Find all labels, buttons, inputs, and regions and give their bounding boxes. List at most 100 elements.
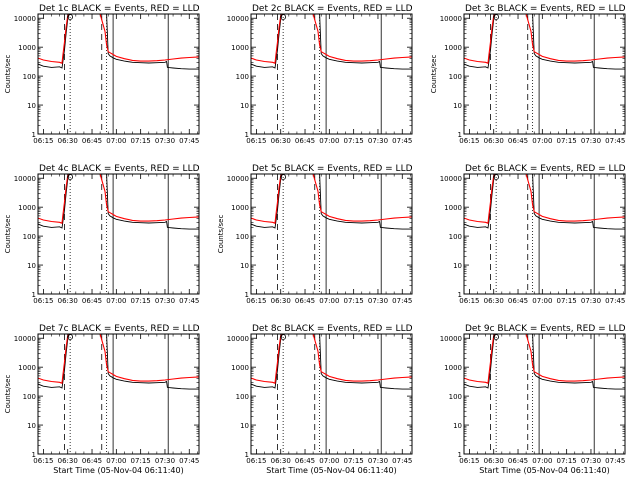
y-tick-label: 100 [23, 233, 36, 241]
x-tick-label: 06:30 [58, 457, 78, 465]
panel-title: Det 2c BLACK = Events, RED = LLD [252, 4, 413, 14]
y-tick-label: 10000 [227, 335, 249, 343]
x-tick-label: 07:45 [392, 457, 412, 465]
x-tick-label: 07:45 [605, 457, 625, 465]
x-tick-label: 07:45 [392, 137, 412, 145]
x-tick-label: 07:15 [344, 137, 364, 145]
y-tick-label: 10000 [440, 335, 462, 343]
x-tick-label: 07:15 [557, 137, 577, 145]
y-tick-label: 10 [240, 262, 249, 270]
detector-panel-2: Det 2c BLACK = Events, RED = LLD 1 10 100 10… [227, 4, 413, 145]
y-tick-label: 100 [449, 393, 462, 401]
plot-frame [37, 13, 200, 135]
x-tick-label: 06:15 [459, 297, 479, 305]
y-tick-label: 1000 [18, 44, 36, 52]
x-tick-label: 07:00 [319, 137, 339, 145]
panel-title: Det 6c BLACK = Events, RED = LLD [465, 164, 626, 174]
y-tick-label: 1 [32, 131, 36, 139]
y-tick-label: 100 [236, 393, 249, 401]
x-tick-label: 06:15 [459, 457, 479, 465]
x-tick-label: 07:45 [605, 137, 625, 145]
x-tick-label: 06:30 [271, 297, 291, 305]
y-tick-label: 1000 [18, 364, 36, 372]
y-tick-label: 10000 [227, 15, 249, 23]
y-tick-label: 1000 [444, 44, 462, 52]
y-tick-label: 1 [32, 291, 36, 299]
y-tick-label: 1000 [444, 204, 462, 212]
x-tick-label: 06:30 [58, 297, 78, 305]
x-tick-label: 06:45 [82, 457, 102, 465]
x-tick-label: 07:30 [155, 457, 175, 465]
plot-frame [37, 173, 200, 295]
x-tick-label: 07:15 [344, 297, 364, 305]
series-line-lld [38, 174, 199, 224]
plot-frame [463, 333, 626, 455]
y-tick-label: 10 [453, 102, 462, 110]
x-tick-label: 07:00 [319, 297, 339, 305]
x-tick-label: 06:45 [295, 297, 315, 305]
x-tick-label: 07:15 [344, 457, 364, 465]
x-tick-label: 06:45 [295, 137, 315, 145]
y-tick-label: 1 [32, 451, 36, 459]
plot-frame [463, 13, 626, 135]
x-tick-label: 07:45 [605, 297, 625, 305]
panel-title: Det 5c BLACK = Events, RED = LLD [252, 164, 413, 174]
y-axis-label: Counts/sec [4, 375, 12, 414]
series-line-events [464, 174, 625, 230]
x-tick-label: 06:30 [58, 137, 78, 145]
y-tick-label: 100 [236, 233, 249, 241]
y-axis-label: Counts/sec [4, 215, 12, 254]
x-tick-label: 07:00 [106, 457, 126, 465]
series-line-events [251, 174, 412, 230]
y-tick-label: 10 [27, 422, 36, 430]
y-tick-label: 100 [449, 73, 462, 81]
x-axis-label: Start Time (05-Nov-04 06:11:40) [266, 466, 396, 475]
x-tick-label: 06:15 [459, 137, 479, 145]
x-tick-label: 06:45 [508, 297, 528, 305]
x-axis-label: Start Time (05-Nov-04 06:11:40) [479, 466, 609, 475]
plot-frame [250, 173, 413, 295]
y-tick-label: 100 [449, 233, 462, 241]
series-line-lld [464, 14, 625, 64]
detector-panel-8: Det 8c BLACK = Events, RED = LLD Start Ti… [227, 324, 413, 475]
x-tick-label: 06:30 [484, 457, 504, 465]
x-tick-label: 07:15 [557, 457, 577, 465]
series-line-lld [251, 14, 412, 64]
y-tick-label: 1 [458, 451, 462, 459]
x-tick-label: 06:15 [33, 297, 53, 305]
x-tick-label: 07:45 [179, 457, 199, 465]
series-line-events [38, 174, 199, 230]
panel-title: Det 7c BLACK = Events, RED = LLD [39, 324, 200, 334]
x-tick-label: 06:30 [271, 137, 291, 145]
series-line-events [464, 334, 625, 390]
y-axis-label: Counts/sec [430, 55, 438, 94]
x-tick-label: 06:45 [508, 137, 528, 145]
x-tick-label: 07:30 [368, 297, 388, 305]
y-axis-label: Counts/sec [4, 55, 12, 94]
series-line-lld [251, 334, 412, 384]
x-tick-label: 06:15 [246, 457, 266, 465]
series-line-lld [38, 334, 199, 384]
panel-title: Det 3c BLACK = Events, RED = LLD [465, 4, 626, 14]
x-tick-label: 07:15 [557, 297, 577, 305]
x-tick-label: 07:30 [581, 297, 601, 305]
x-tick-label: 07:00 [532, 457, 552, 465]
panel-title: Det 1c BLACK = Events, RED = LLD [39, 4, 200, 14]
x-tick-label: 07:15 [131, 137, 151, 145]
detector-panel-9: Det 9c BLACK = Events, RED = LLD Start Ti… [440, 324, 626, 475]
panel-title: Det 4c BLACK = Events, RED = LLD [39, 164, 200, 174]
x-tick-label: 07:00 [106, 137, 126, 145]
detector-panel-6: Det 6c BLACK = Events, RED = LLD 1 10 100 10… [440, 164, 626, 305]
detector-panel-1: Det 1c BLACK = Events, RED = LLD Counts/s… [4, 4, 200, 145]
x-tick-label: 07:00 [319, 457, 339, 465]
detector-panel-7: Det 7c BLACK = Events, RED = LLD Counts/s… [4, 324, 200, 475]
y-tick-label: 10000 [227, 175, 249, 183]
x-tick-label: 07:00 [532, 137, 552, 145]
x-tick-label: 07:30 [155, 297, 175, 305]
series-line-events [251, 14, 412, 70]
x-tick-label: 06:30 [484, 297, 504, 305]
x-tick-label: 06:15 [33, 457, 53, 465]
x-tick-label: 06:45 [508, 457, 528, 465]
y-tick-label: 1 [458, 131, 462, 139]
